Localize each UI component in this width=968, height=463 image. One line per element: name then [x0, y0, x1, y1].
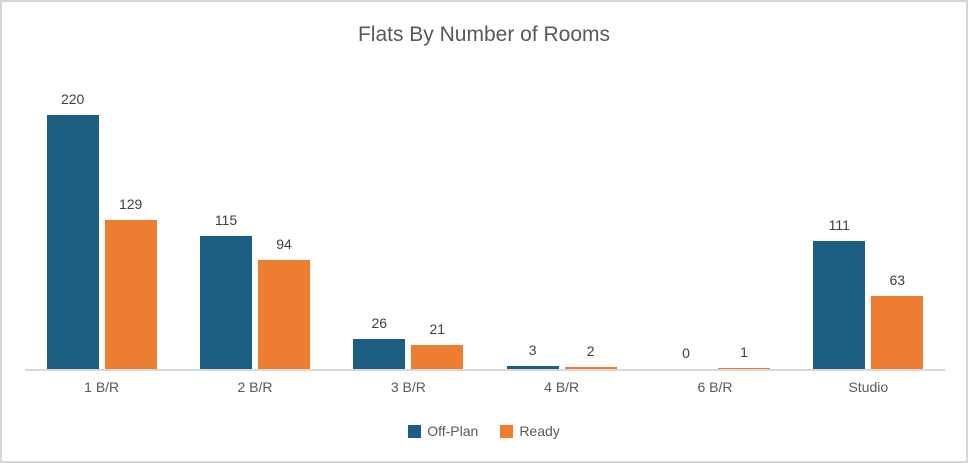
data-label-off-plan-4-b-r: 3: [528, 342, 537, 358]
category-label-4-b-r: 4 B/R: [544, 379, 580, 395]
bar-ready-3-b-r[interactable]: [411, 345, 464, 369]
bar-group-2-b-r: 115 94: [178, 80, 331, 369]
bar-off-plan-studio[interactable]: [813, 241, 866, 369]
bar-slot-off-plan: 111: [813, 217, 866, 369]
bar-group-studio: 111 63: [792, 80, 945, 369]
bar-slot-ready: 1: [717, 344, 770, 369]
bar-off-plan-2-b-r[interactable]: [199, 236, 252, 369]
data-label-ready-6-b-r: 1: [740, 344, 748, 360]
legend-swatch-off-plan: [408, 424, 422, 438]
bar-off-plan-4-b-r[interactable]: [506, 366, 559, 369]
data-label-ready-4-b-r: 2: [586, 343, 595, 359]
plot-area: 220 129 115 94 26 21 3 2 0 1 111 63: [25, 80, 945, 371]
bar-slot-ready: 2: [564, 343, 617, 369]
legend-item-ready[interactable]: Ready: [500, 423, 560, 439]
category-label-1-b-r: 1 B/R: [84, 379, 120, 395]
category-axis: 1 B/R 2 B/R 3 B/R 4 B/R 6 B/R Studio: [25, 377, 945, 397]
data-label-off-plan-1-b-r: 220: [60, 91, 85, 107]
bar-ready-6-b-r[interactable]: [717, 368, 770, 369]
data-label-ready-2-b-r: 94: [276, 236, 292, 252]
data-label-off-plan-studio: 111: [828, 217, 850, 233]
legend-swatch-ready: [500, 424, 514, 438]
data-label-off-plan-3-b-r: 26: [371, 315, 388, 331]
bar-slot-ready: 21: [411, 321, 464, 369]
bar-ready-studio[interactable]: [871, 296, 924, 369]
legend: Off-Plan Ready: [2, 423, 966, 439]
bar-group-3-b-r: 26 21: [332, 80, 485, 369]
category-label-6-b-r: 6 B/R: [697, 379, 733, 395]
bar-slot-off-plan: 26: [353, 315, 406, 369]
bar-off-plan-1-b-r[interactable]: [46, 115, 99, 369]
data-label-off-plan-2-b-r: 115: [214, 212, 238, 228]
bar-ready-2-b-r[interactable]: [257, 260, 310, 369]
bar-off-plan-3-b-r[interactable]: [353, 339, 406, 369]
data-label-ready-1-b-r: 129: [118, 196, 143, 212]
bar-ready-1-b-r[interactable]: [104, 220, 157, 369]
legend-label-ready: Ready: [519, 423, 560, 439]
data-label-off-plan-6-b-r: 0: [682, 345, 690, 361]
bar-slot-ready: 94: [257, 236, 310, 369]
bar-group-1-b-r: 220 129: [25, 80, 178, 369]
data-label-ready-3-b-r: 21: [429, 321, 446, 337]
bar-slot-ready: 129: [104, 196, 157, 369]
bar-slot-off-plan: 3: [506, 342, 559, 369]
bar-slot-off-plan: 220: [46, 91, 99, 369]
category-label-studio: Studio: [848, 379, 889, 395]
bar-slot-off-plan: 115: [199, 212, 252, 369]
category-label-2-b-r: 2 B/R: [237, 379, 273, 395]
chart-title: Flats By Number of Rooms: [357, 23, 611, 46]
category-label-3-b-r: 3 B/R: [390, 379, 426, 395]
legend-label-off-plan: Off-Plan: [427, 423, 479, 439]
bar-slot-off-plan: 0: [660, 346, 712, 369]
legend-item-off-plan[interactable]: Off-Plan: [408, 423, 478, 439]
bar-slot-ready: 63: [871, 272, 924, 369]
bar-ready-4-b-r[interactable]: [564, 367, 617, 369]
data-label-ready-studio: 63: [889, 272, 906, 288]
